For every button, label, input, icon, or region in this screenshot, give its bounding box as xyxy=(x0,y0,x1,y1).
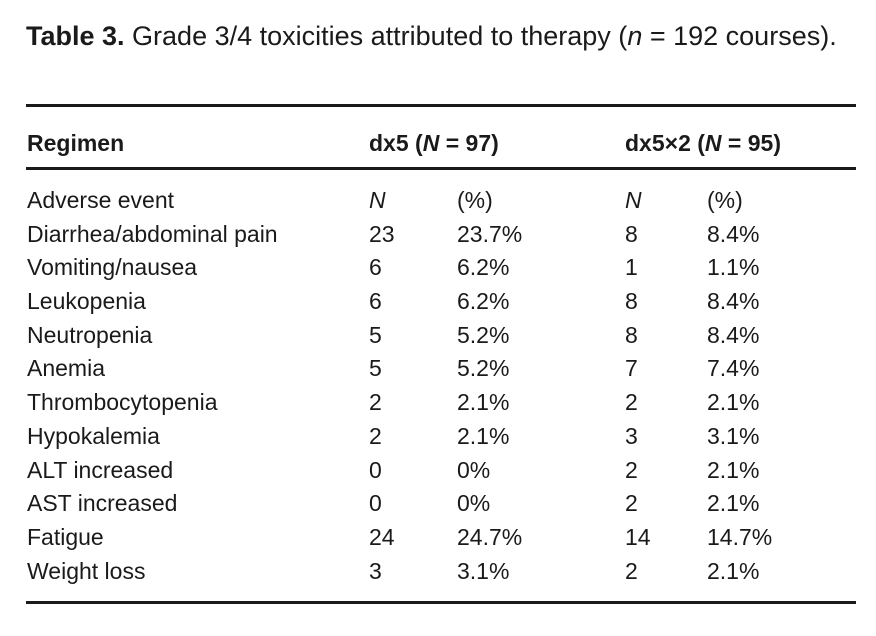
subheader-pct-dx5: (%) xyxy=(457,187,493,213)
dx5x2-percent: 2.1% xyxy=(707,490,760,517)
dx5x2-count: 8 xyxy=(625,321,638,348)
dx5x2-count: 8 xyxy=(625,288,638,315)
caption-label: Table 3. xyxy=(26,21,125,51)
header-dx5x2-prefix: dx5×2 ( xyxy=(625,130,705,156)
dx5x2-count: 14 xyxy=(625,523,651,550)
table-row: Anemia 5 5.2% 7 7.4% xyxy=(0,352,876,386)
dx5x2-count: 7 xyxy=(625,355,638,382)
dx5-count: 5 xyxy=(369,321,382,348)
event-name: Vomiting/nausea xyxy=(27,254,198,281)
dx5x2-count: 2 xyxy=(625,389,638,416)
dx5-percent: 0% xyxy=(457,456,491,483)
dx5-count: 23 xyxy=(369,220,395,247)
event-name: Diarrhea/abdominal pain xyxy=(27,220,278,247)
subheader-adverse-event: Adverse event xyxy=(27,187,175,213)
event-name: AST increased xyxy=(27,490,178,517)
table-row: Vomiting/nausea 6 6.2% 1 1.1% xyxy=(0,251,876,285)
header-dx5-prefix: dx5 ( xyxy=(369,130,423,156)
table-row: Leukopenia 6 6.2% 8 8.4% xyxy=(0,285,876,319)
caption-n-symbol: n xyxy=(627,21,643,51)
dx5-percent: 23.7% xyxy=(457,220,523,247)
dx5-percent: 6.2% xyxy=(457,254,510,281)
dx5-count: 3 xyxy=(369,557,382,584)
dx5-count: 2 xyxy=(369,422,382,449)
dx5x2-percent: 8.4% xyxy=(707,288,760,315)
dx5-percent: 2.1% xyxy=(457,422,510,449)
dx5-count: 24 xyxy=(369,523,395,550)
dx5-percent: 5.2% xyxy=(457,355,510,382)
header-dx5x2-N: N xyxy=(704,130,722,156)
event-name: Leukopenia xyxy=(27,288,146,315)
caption-text-end: = 192 courses). xyxy=(642,21,837,51)
header-dx5x2-suffix: = 95) xyxy=(721,130,781,156)
table-row: Hypokalemia 2 2.1% 3 3.1% xyxy=(0,420,876,454)
dx5-percent: 5.2% xyxy=(457,321,510,348)
header-dx5-suffix: = 97) xyxy=(439,130,499,156)
dx5x2-percent: 1.1% xyxy=(707,254,760,281)
dx5-count: 5 xyxy=(369,355,382,382)
dx5-count: 0 xyxy=(369,490,382,517)
event-name: ALT increased xyxy=(27,456,174,483)
dx5-percent: 3.1% xyxy=(457,557,510,584)
table-row: Thrombocytopenia 2 2.1% 2 2.1% xyxy=(0,386,876,420)
dx5-count: 0 xyxy=(369,456,382,483)
dx5x2-count: 2 xyxy=(625,456,638,483)
header-dx5x2: dx5×2 (N = 95) xyxy=(625,125,781,161)
dx5x2-percent: 8.4% xyxy=(707,220,760,247)
header-dx5-N: N xyxy=(422,130,440,156)
dx5-percent: 24.7% xyxy=(457,523,523,550)
dx5-count: 2 xyxy=(369,389,382,416)
subheader-pct-dx5x2: (%) xyxy=(707,187,743,213)
dx5x2-count: 1 xyxy=(625,254,638,281)
event-name: Weight loss xyxy=(27,557,146,584)
table-row: Diarrhea/abdominal pain 23 23.7% 8 8.4% xyxy=(0,218,876,252)
dx5x2-percent: 2.1% xyxy=(707,557,760,584)
dx5x2-percent: 8.4% xyxy=(707,321,760,348)
event-name: Anemia xyxy=(27,355,105,382)
caption-text: Grade 3/4 toxicities attributed to thera… xyxy=(124,21,628,51)
subheader-n-dx5x2: N xyxy=(625,187,642,213)
dx5x2-percent: 3.1% xyxy=(707,422,760,449)
dx5x2-percent: 14.7% xyxy=(707,523,773,550)
dx5-percent: 2.1% xyxy=(457,389,510,416)
dx5-percent: 0% xyxy=(457,490,491,517)
header-rule xyxy=(26,167,856,170)
dx5-count: 6 xyxy=(369,288,382,315)
event-name: Thrombocytopenia xyxy=(27,389,218,416)
dx5x2-count: 2 xyxy=(625,490,638,517)
table-row: Fatigue 24 24.7% 14 14.7% xyxy=(0,521,876,555)
header-dx5: dx5 (N = 97) xyxy=(369,125,499,161)
dx5x2-percent: 2.1% xyxy=(707,456,760,483)
table-row: AST increased 0 0% 2 2.1% xyxy=(0,487,876,521)
dx5x2-count: 2 xyxy=(625,557,638,584)
event-name: Hypokalemia xyxy=(27,422,160,449)
event-name: Fatigue xyxy=(27,523,104,550)
table-row: ALT increased 0 0% 2 2.1% xyxy=(0,454,876,488)
table-row: Neutropenia 5 5.2% 8 8.4% xyxy=(0,319,876,353)
subheader-n-dx5: N xyxy=(369,187,386,213)
event-name: Neutropenia xyxy=(27,321,153,348)
dx5x2-count: 3 xyxy=(625,422,638,449)
header-regimen: Regimen xyxy=(27,130,125,156)
table-row: Weight loss 3 3.1% 2 2.1% xyxy=(0,555,876,589)
subheader-row: Adverse event N (%) N (%) xyxy=(0,184,876,218)
bottom-rule xyxy=(26,601,856,604)
dx5x2-percent: 2.1% xyxy=(707,389,760,416)
dx5-count: 6 xyxy=(369,254,382,281)
table-body: Adverse event N (%) N (%) Diarrhea/abdom… xyxy=(0,184,876,588)
dx5-percent: 6.2% xyxy=(457,288,510,315)
dx5x2-count: 8 xyxy=(625,220,638,247)
table-caption: Table 3. Grade 3/4 toxicities attributed… xyxy=(26,18,856,55)
top-rule xyxy=(26,104,856,107)
dx5x2-percent: 7.4% xyxy=(707,355,760,382)
